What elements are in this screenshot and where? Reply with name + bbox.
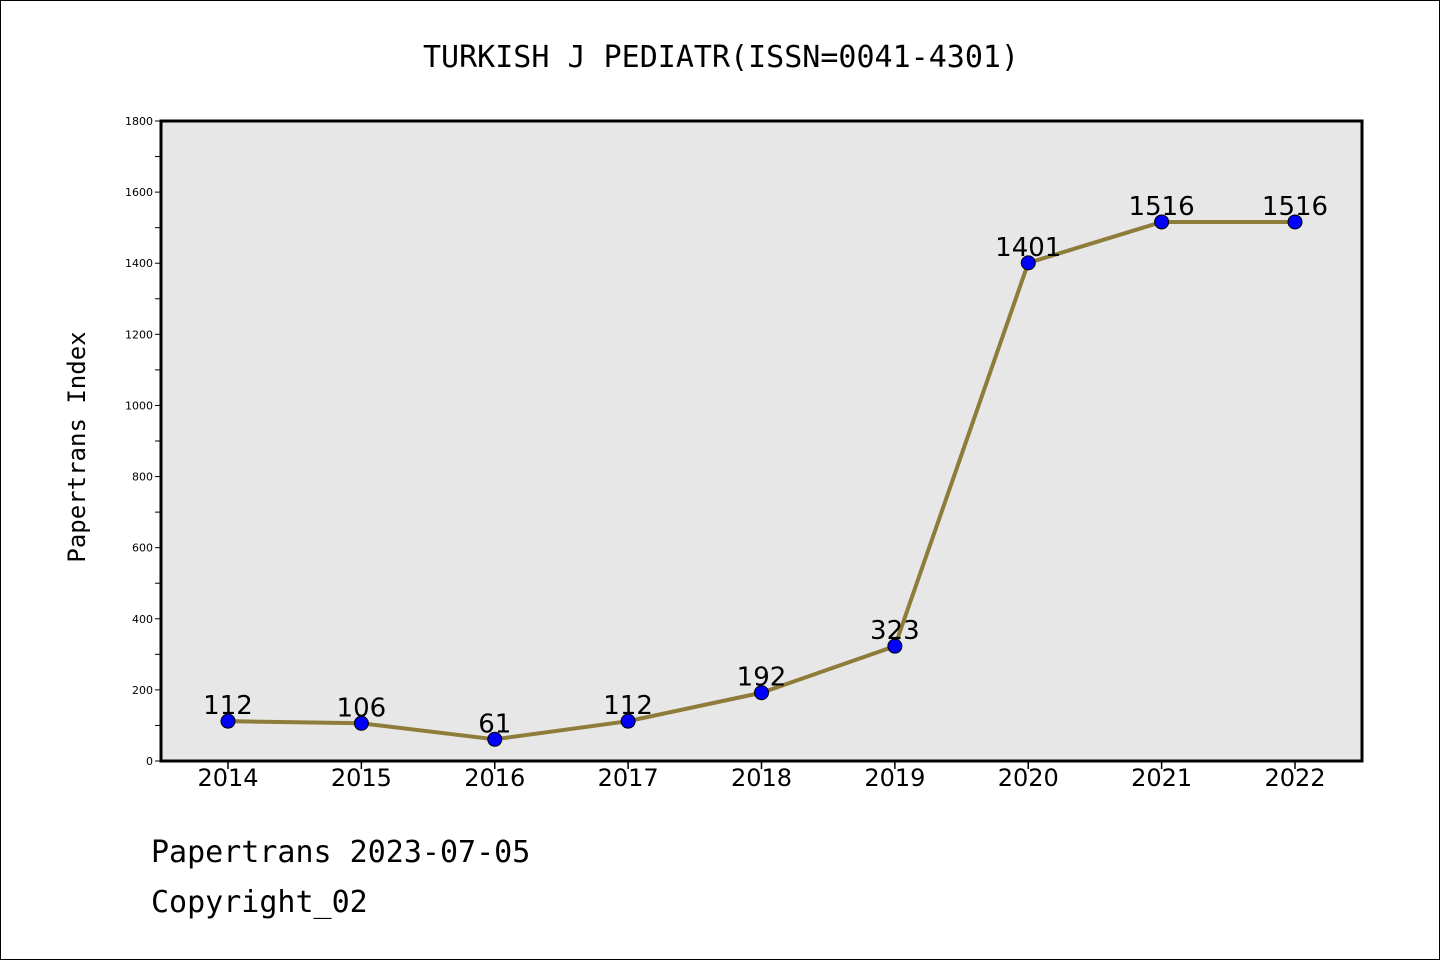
- data-point-2016: [487, 731, 503, 747]
- data-point-2019: [887, 638, 903, 654]
- data-point-2015: [353, 715, 369, 731]
- data-label-2016: 61: [478, 709, 511, 739]
- data-point-2018: [754, 685, 769, 701]
- chart-title: TURKISH J PEDIATR(ISSN=0041-4301): [423, 40, 1019, 75]
- data-label-2022: 1516: [1262, 192, 1328, 222]
- data-point-2020: [1020, 255, 1036, 271]
- data-point-2017: [620, 713, 636, 729]
- data-label-2017: 112: [603, 691, 653, 721]
- x-tick-label-2017: 2017: [598, 764, 659, 792]
- y-tick-label-200: 200: [132, 684, 153, 697]
- x-tick-label-2022: 2022: [1264, 764, 1325, 792]
- data-label-2014: 112: [203, 691, 253, 721]
- x-tick-label-2016: 2016: [464, 764, 525, 792]
- data-point-2022: [1287, 214, 1303, 230]
- x-tick-label-2014: 2014: [197, 764, 258, 792]
- y-tick-label-1600: 1600: [125, 186, 153, 199]
- y-tick-label-0: 0: [146, 755, 153, 768]
- data-point-2014: [220, 713, 236, 729]
- series-papertrans-index: [220, 214, 1303, 747]
- y-axis-label: Papertrans Index: [63, 331, 91, 562]
- y-axis: 0 200 400 600 800 1000 1200 1400 1600 1800: [125, 115, 161, 768]
- x-tick-label-2019: 2019: [864, 764, 925, 792]
- x-tick-label-2018: 2018: [731, 764, 792, 792]
- plot-border: [159, 119, 1364, 763]
- x-axis: 2014 2015 2016 2017 2018 2019 2020 2021 2022: [197, 761, 1326, 792]
- y-tick-label-400: 400: [132, 613, 153, 626]
- data-label-2021: 1516: [1129, 192, 1195, 222]
- data-label-2018: 192: [737, 663, 787, 693]
- y-tick-label-1400: 1400: [125, 257, 153, 270]
- data-label-2019: 323: [870, 616, 920, 646]
- y-tick-label-800: 800: [132, 471, 153, 484]
- x-tick-label-2015: 2015: [331, 764, 392, 792]
- data-label-2015: 106: [337, 693, 387, 723]
- y-tick-label-1000: 1000: [125, 399, 153, 412]
- x-tick-label-2021: 2021: [1131, 764, 1192, 792]
- y-tick-label-1800: 1800: [125, 115, 153, 128]
- footer-date-stamp: Papertrans 2023-07-05: [151, 835, 531, 870]
- y-tick-label-600: 600: [132, 542, 153, 555]
- x-tick-label-2020: 2020: [998, 764, 1059, 792]
- data-point-2021: [1154, 214, 1170, 230]
- footer-copyright: Copyright_02: [151, 885, 368, 920]
- data-labels: 112 106 61 112 192 323 1401 1516 1516: [203, 192, 1328, 739]
- data-label-2020: 1401: [995, 233, 1061, 263]
- y-tick-label-1200: 1200: [125, 328, 153, 341]
